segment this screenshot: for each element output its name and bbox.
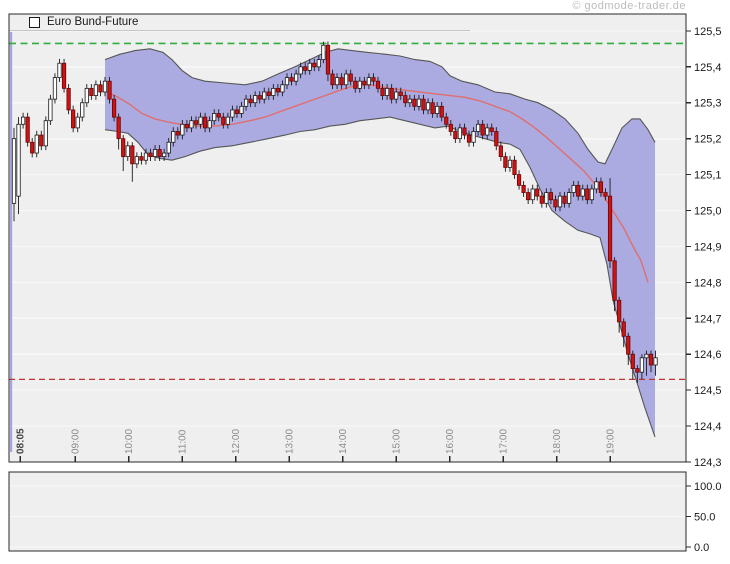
price-axis-label: 124,9 <box>694 241 722 253</box>
watermark-text: © godmode-trader.de <box>572 0 686 12</box>
price-axis-label: 124,7 <box>694 313 722 325</box>
price-axis-label: 124,4 <box>694 421 722 433</box>
price-axis-label: 125,5 <box>694 26 722 38</box>
time-axis-label: 18:00 <box>552 429 563 454</box>
price-axis-label: 125,2 <box>694 134 722 146</box>
indicator-axis-label: 100.0 <box>694 481 722 493</box>
price-axis: 125,5 125,4 125,3 125,2 125,1 125,0 124,9 124,8… <box>686 26 722 469</box>
time-axis-label: 09:00 <box>71 429 82 454</box>
time-axis-label: 17:00 <box>499 429 510 454</box>
price-axis-label: 125,4 <box>694 62 722 74</box>
indicator-panel-frame <box>8 471 687 552</box>
reference-lines <box>9 42 686 381</box>
price-axis-label: 124,3 <box>694 457 722 469</box>
price-axis-label: 124,6 <box>694 349 722 361</box>
time-axis-label: 16:00 <box>445 429 456 454</box>
price-panel-frame <box>8 13 687 463</box>
price-axis-label: 124,8 <box>694 277 722 289</box>
time-axis-label: 12:00 <box>231 429 242 454</box>
moving-average-line <box>106 84 649 283</box>
time-axis-label: 19:00 <box>606 429 617 454</box>
time-axis-label: 10:00 <box>124 429 135 454</box>
legend-checkbox[interactable] <box>29 16 40 28</box>
time-axis-label: 14:00 <box>338 429 349 454</box>
legend-label: Euro Bund-Future <box>47 16 139 28</box>
indicator-axis-label: 0.0 <box>694 542 709 554</box>
indicator-panel: 100.0 50.0 0.0 <box>8 471 722 554</box>
time-axis-label: 15:00 <box>392 429 403 454</box>
time-axis: 08:05 09:00 10:00 11:00 12:00 13:00 14:00 15:00… <box>16 428 617 462</box>
watermark: © godmode-trader.de <box>0 0 686 12</box>
time-axis-label: 13:00 <box>285 429 296 454</box>
price-axis-label: 124,5 <box>694 385 722 397</box>
bollinger-band <box>104 48 656 438</box>
time-axis-label: 11:00 <box>178 429 189 454</box>
legend: Euro Bund-Future <box>29 16 138 28</box>
indicator-axis-label: 50.0 <box>694 512 715 524</box>
time-axis-label: 08:05 <box>16 428 27 454</box>
candles-layer <box>11 41 658 383</box>
left-edge-stripe <box>10 32 13 452</box>
price-axis-label: 125,1 <box>694 170 722 182</box>
price-axis-label: 125,0 <box>694 206 722 218</box>
price-axis-label: 125,3 <box>694 98 722 110</box>
